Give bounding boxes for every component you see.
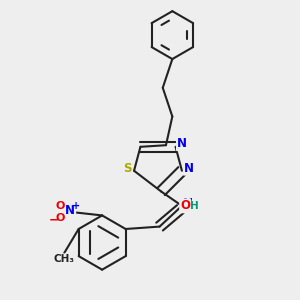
Text: O: O <box>180 200 190 212</box>
Text: N: N <box>184 162 194 175</box>
Text: N: N <box>177 137 187 150</box>
Text: O: O <box>55 202 65 212</box>
Text: N: N <box>183 197 193 210</box>
Text: S: S <box>123 162 131 175</box>
Text: CH₃: CH₃ <box>54 254 75 264</box>
Text: N: N <box>65 204 75 217</box>
Text: −: − <box>49 214 59 227</box>
Text: +: + <box>72 202 80 212</box>
Text: O: O <box>55 213 65 223</box>
Text: H: H <box>190 202 198 212</box>
